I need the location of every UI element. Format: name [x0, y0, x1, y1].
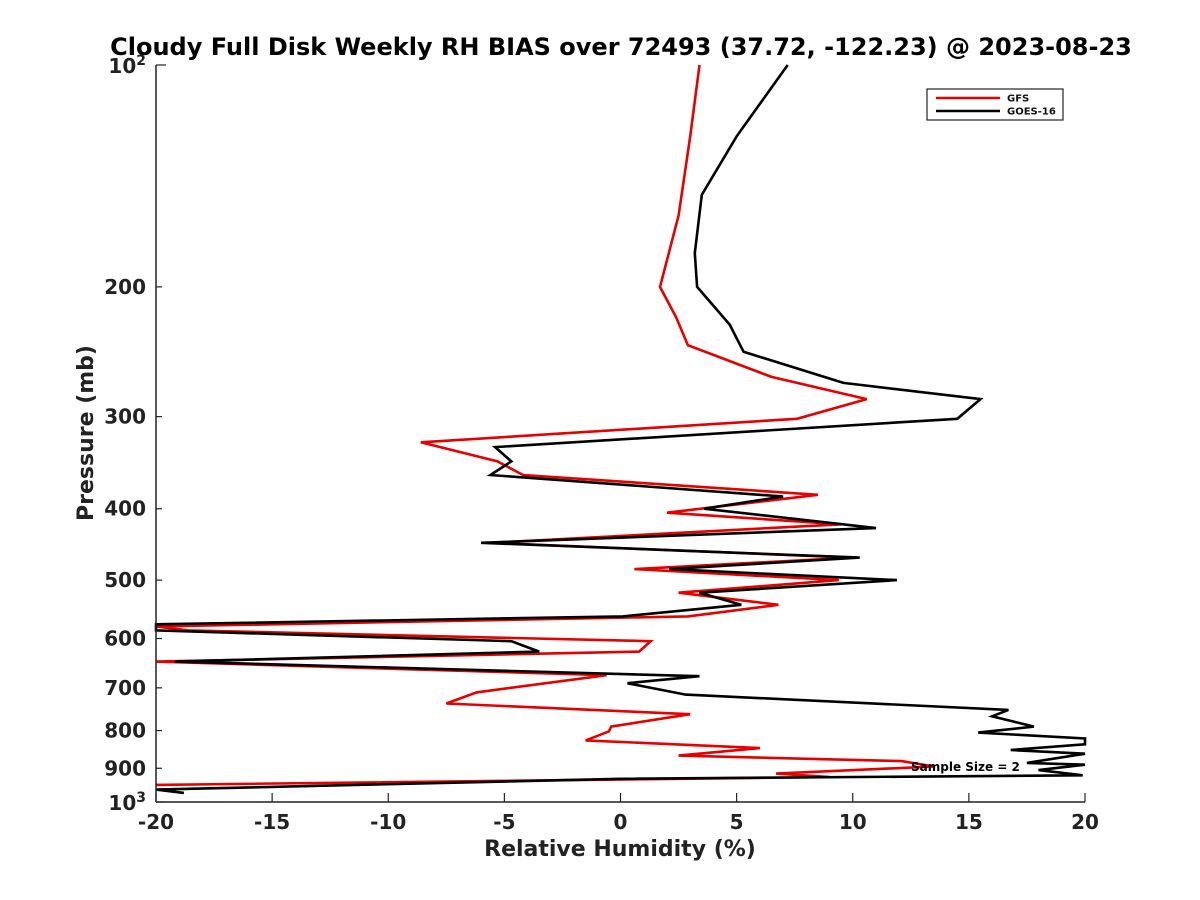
x-tick-label: -5 [493, 810, 515, 834]
y-tick-label: 500 [104, 568, 146, 592]
y-tick-label: 300 [104, 405, 146, 429]
legend-label-0: GFS [1007, 94, 1029, 105]
x-tick-label: 5 [730, 810, 744, 834]
plot-area [156, 65, 1085, 802]
x-tick-label: 15 [955, 810, 983, 834]
x-tick-label: 0 [614, 810, 628, 834]
x-ticks: -20 -15 -10 -5 0 5 10 15 20 [138, 793, 1099, 834]
legend: GFS GOES-16 [926, 88, 1064, 121]
sample-size-annotation: Sample Size = 2 [911, 760, 1020, 774]
x-tick-label: -20 [138, 810, 174, 834]
series-line-0 [155, 64, 935, 787]
y-tick-label: 600 [104, 626, 146, 650]
legend-label-1: GOES-16 [1007, 107, 1056, 118]
y-ticks: 200 300 400 500 600 700 800 900 102 103 [104, 53, 166, 815]
y-tick-label: 200 [104, 275, 146, 299]
y-tick-label-major: 103 [108, 790, 146, 815]
y-tick-label: 800 [104, 719, 146, 743]
x-axis-label: Relative Humidity (%) [484, 837, 756, 862]
legend-box [926, 88, 1064, 121]
y-tick-label: 400 [104, 497, 146, 521]
x-tick-label: 20 [1071, 810, 1099, 834]
y-tick-label-major: 102 [108, 53, 146, 78]
y-axis-label: Pressure (mb) [74, 345, 99, 521]
x-tick-label: -15 [254, 810, 290, 834]
series-layer [154, 64, 1087, 795]
chart-title: Cloudy Full Disk Weekly RH BIAS over 724… [110, 33, 1132, 61]
series-line-1 [154, 64, 1087, 795]
y-tick-label: 900 [104, 756, 146, 780]
x-tick-label: 10 [839, 810, 867, 834]
y-tick-label: 700 [104, 676, 146, 700]
x-tick-label: -10 [370, 810, 406, 834]
